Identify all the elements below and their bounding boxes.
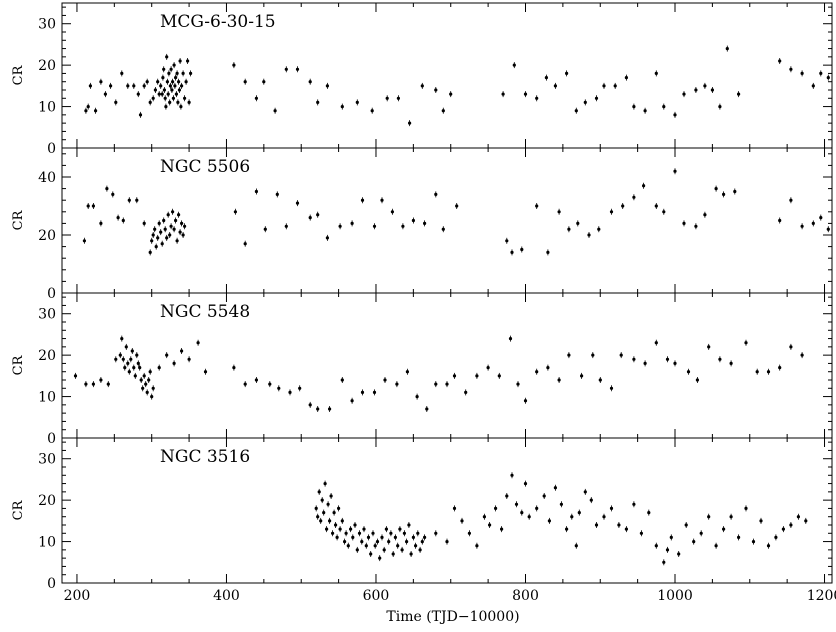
panel-1: 0 10 20 30 CR MCG-6-30-15 [11, 2, 833, 157]
y-tick-label: 30 [38, 307, 56, 323]
panel-3: 0 10 20 30 CR NGC 5548 [11, 292, 833, 447]
y-tick-label: 0 [47, 141, 56, 157]
y-tick-label: 30 [38, 17, 56, 33]
y-tick-label: 10 [38, 100, 56, 116]
y-tick-label: 20 [38, 493, 56, 509]
y-tick-label: 10 [38, 535, 56, 551]
panel-title: NGC 3516 [160, 447, 250, 467]
x-tick-label: 200 [64, 588, 91, 604]
y-tick-label: 0 [47, 286, 56, 302]
x-tick-label: 600 [363, 588, 390, 604]
y-axis-label: CR [11, 354, 26, 375]
y-tick-label: 30 [38, 452, 56, 468]
data-series [82, 168, 830, 256]
y-axis-label: CR [11, 64, 26, 85]
y-tick-label: 20 [38, 58, 56, 74]
panel-title: NGC 5548 [160, 302, 250, 322]
x-tick-label: 400 [213, 588, 240, 604]
panel-title: MCG-6-30-15 [160, 12, 276, 32]
data-series [314, 472, 808, 566]
y-tick-label: 20 [38, 348, 56, 364]
y-tick-label: 10 [38, 390, 56, 406]
y-tick-label: 0 [47, 576, 56, 592]
panel-title: NGC 5506 [160, 157, 250, 177]
y-tick-label: 40 [38, 170, 56, 186]
y-tick-label: 0 [47, 431, 56, 447]
y-axis-label: CR [11, 499, 26, 520]
y-tick-label: 20 [38, 228, 56, 244]
x-tick-label: 800 [512, 588, 539, 604]
x-tick-label: 1200 [807, 588, 836, 604]
data-series [73, 335, 804, 412]
panel-frame [61, 437, 833, 584]
data-series [84, 45, 830, 127]
panel-2: 0 20 40 CR NGC 5506 [11, 147, 833, 302]
panels-group: 0 10 20 30 CR MCG-6-30-15 0 20 40 CR NGC 5506 0 10 20… [11, 2, 836, 604]
y-axis-label: CR [11, 209, 26, 230]
x-axis-label: Time (TJD−10000) [386, 609, 519, 625]
x-tick-label: 1000 [657, 588, 693, 604]
panel-4: 0 10 20 30 CR NGC 3516 200 400 600 800 1000 1200 [11, 437, 836, 604]
